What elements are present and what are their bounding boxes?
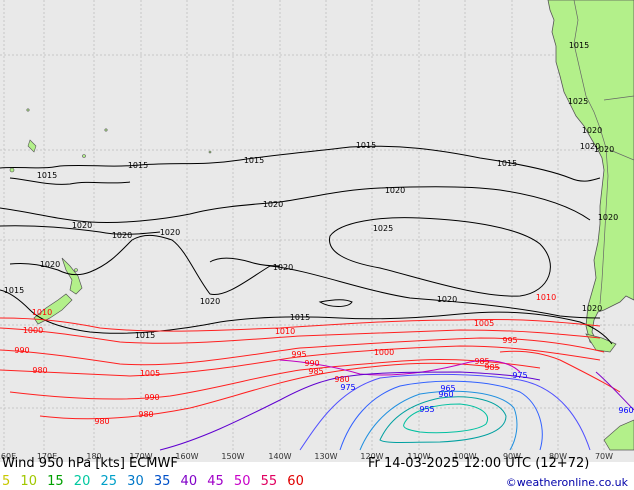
isobar-label: 995 [291, 350, 306, 359]
south-america-landmass [547, 0, 634, 349]
legend-item: 20 [73, 474, 91, 489]
longitude-tick: 170E [37, 452, 57, 461]
isobar-label: 1020 [437, 295, 457, 304]
longitude-tick: 90W [503, 452, 521, 461]
longitude-tick: 170W [129, 452, 152, 461]
legend-item: 60 [287, 474, 304, 489]
antarctic-peninsula [603, 419, 634, 451]
legend-item: 5 [2, 474, 11, 489]
isobar-label: 1015 [244, 156, 264, 165]
isobar-label: 1015 [356, 141, 376, 150]
legend-item: 25 [100, 474, 118, 489]
longitude-tick: 80W [549, 452, 567, 461]
isobar-label: 1010 [32, 308, 52, 317]
legend-item: 15 [47, 474, 64, 489]
isobar-label: 985 [308, 367, 323, 376]
isobar-label: 1010 [275, 327, 295, 336]
isobar-label: 1005 [474, 319, 494, 328]
longitude-tick: 150W [221, 452, 244, 461]
legend-item: 55 [260, 474, 278, 489]
weather-map: 1015 1015 1015 1015 1015 1015 1015 1015 … [0, 0, 634, 462]
longitude-tick: 110W [407, 452, 430, 461]
isobar-label: 1020 [582, 126, 602, 135]
tierra-del-fuego [585, 333, 617, 353]
credit-link[interactable]: ©weatheronline.co.uk [505, 476, 628, 489]
isobar-label: 1000 [374, 348, 394, 357]
country-borders [573, 0, 634, 305]
longitude-tick: 70W [595, 452, 613, 461]
isobar-label: 1020 [72, 221, 92, 230]
longitude-tick: 120W [360, 452, 383, 461]
isobar-label: 1005 [140, 369, 160, 378]
isobar-label: 1015 [4, 286, 24, 295]
longitude-tick: 140W [268, 452, 291, 461]
isobar-label: 1015 [290, 313, 310, 322]
isobar-label: 985 [474, 357, 489, 366]
isobar-label: 1020 [598, 213, 618, 222]
pacific-islands [9, 108, 212, 272]
isobar-label: 1020 [200, 297, 220, 306]
isobar-label: 1015 [37, 171, 57, 180]
isobar-label: 975 [512, 371, 527, 380]
isobar-label: 980 [94, 417, 109, 426]
legend-item: 40 [180, 474, 198, 489]
isobar-label: 1020 [263, 200, 283, 209]
longitude-tick: 180 [86, 452, 101, 461]
isobar-label: 1020 [582, 304, 602, 313]
isobar-label: 960 [618, 406, 633, 415]
isobar-label: 1015 [135, 331, 155, 340]
longitude-tick: 160E [0, 452, 16, 461]
isobar-label: 955 [419, 405, 434, 414]
legend-item: 35 [153, 474, 171, 489]
ocean-background [0, 0, 634, 462]
isobar-label: 975 [340, 383, 355, 392]
isobar-label: 1020 [594, 145, 614, 154]
new-zealand-south-island [33, 293, 73, 325]
isobar-label: 1020 [273, 263, 293, 272]
isobars-low-pressure [159, 359, 634, 451]
isobar-label: 995 [502, 336, 517, 345]
isobar-label: 985 [484, 363, 499, 372]
legend-item: 10 [20, 474, 37, 489]
legend-item: 45 [207, 474, 224, 489]
isobar-label: 980 [32, 366, 47, 375]
isobar-label: 1025 [373, 224, 393, 233]
isobar-label: 1000 [23, 326, 43, 335]
isobar-label: 1015 [569, 41, 589, 50]
isobar-label: 1020 [580, 142, 600, 151]
longitude-tick: 130W [314, 452, 337, 461]
footer-bar [0, 462, 634, 490]
isobar-label: 1020 [40, 260, 60, 269]
isobar-label: 980 [334, 375, 349, 384]
isobar-label: 1020 [160, 228, 180, 237]
wind-speed-legend: 5 10 15 20 25 30 35 40 45 50 55 60 [2, 474, 310, 489]
isobar-label: 1020 [112, 231, 132, 240]
isobar-label: 990 [14, 346, 29, 355]
isobar-label: 1025 [568, 97, 588, 106]
isobar-label: 1020 [385, 186, 405, 195]
isobar-label: 1015 [128, 161, 148, 170]
map-title: Wind 950 hPa [kts] ECMWF [2, 456, 178, 471]
longitude-tick: 100W [453, 452, 476, 461]
longitude-tick: 160W [175, 452, 198, 461]
isobar-labels: 1015 1015 1015 1015 1015 1015 1015 1015 … [4, 41, 634, 426]
isobar-label: 990 [144, 393, 159, 402]
isobar-label: 1015 [497, 159, 517, 168]
valid-time: Fr 14-03-2025 12:00 UTC (12+72) [368, 456, 590, 471]
isobar-label: 965 [440, 384, 455, 393]
isobar-label: 990 [304, 359, 319, 368]
legend-item: 30 [127, 474, 144, 489]
isobar-label: 1010 [536, 293, 556, 302]
isobar-label: 960 [438, 390, 453, 399]
longitude-ticks: 160E 170E 180 170W 160W 150W 140W 130W 1… [0, 452, 613, 461]
legend-item: 50 [233, 474, 251, 489]
isobars-red [0, 317, 621, 420]
isobar-label: 980 [138, 410, 153, 419]
